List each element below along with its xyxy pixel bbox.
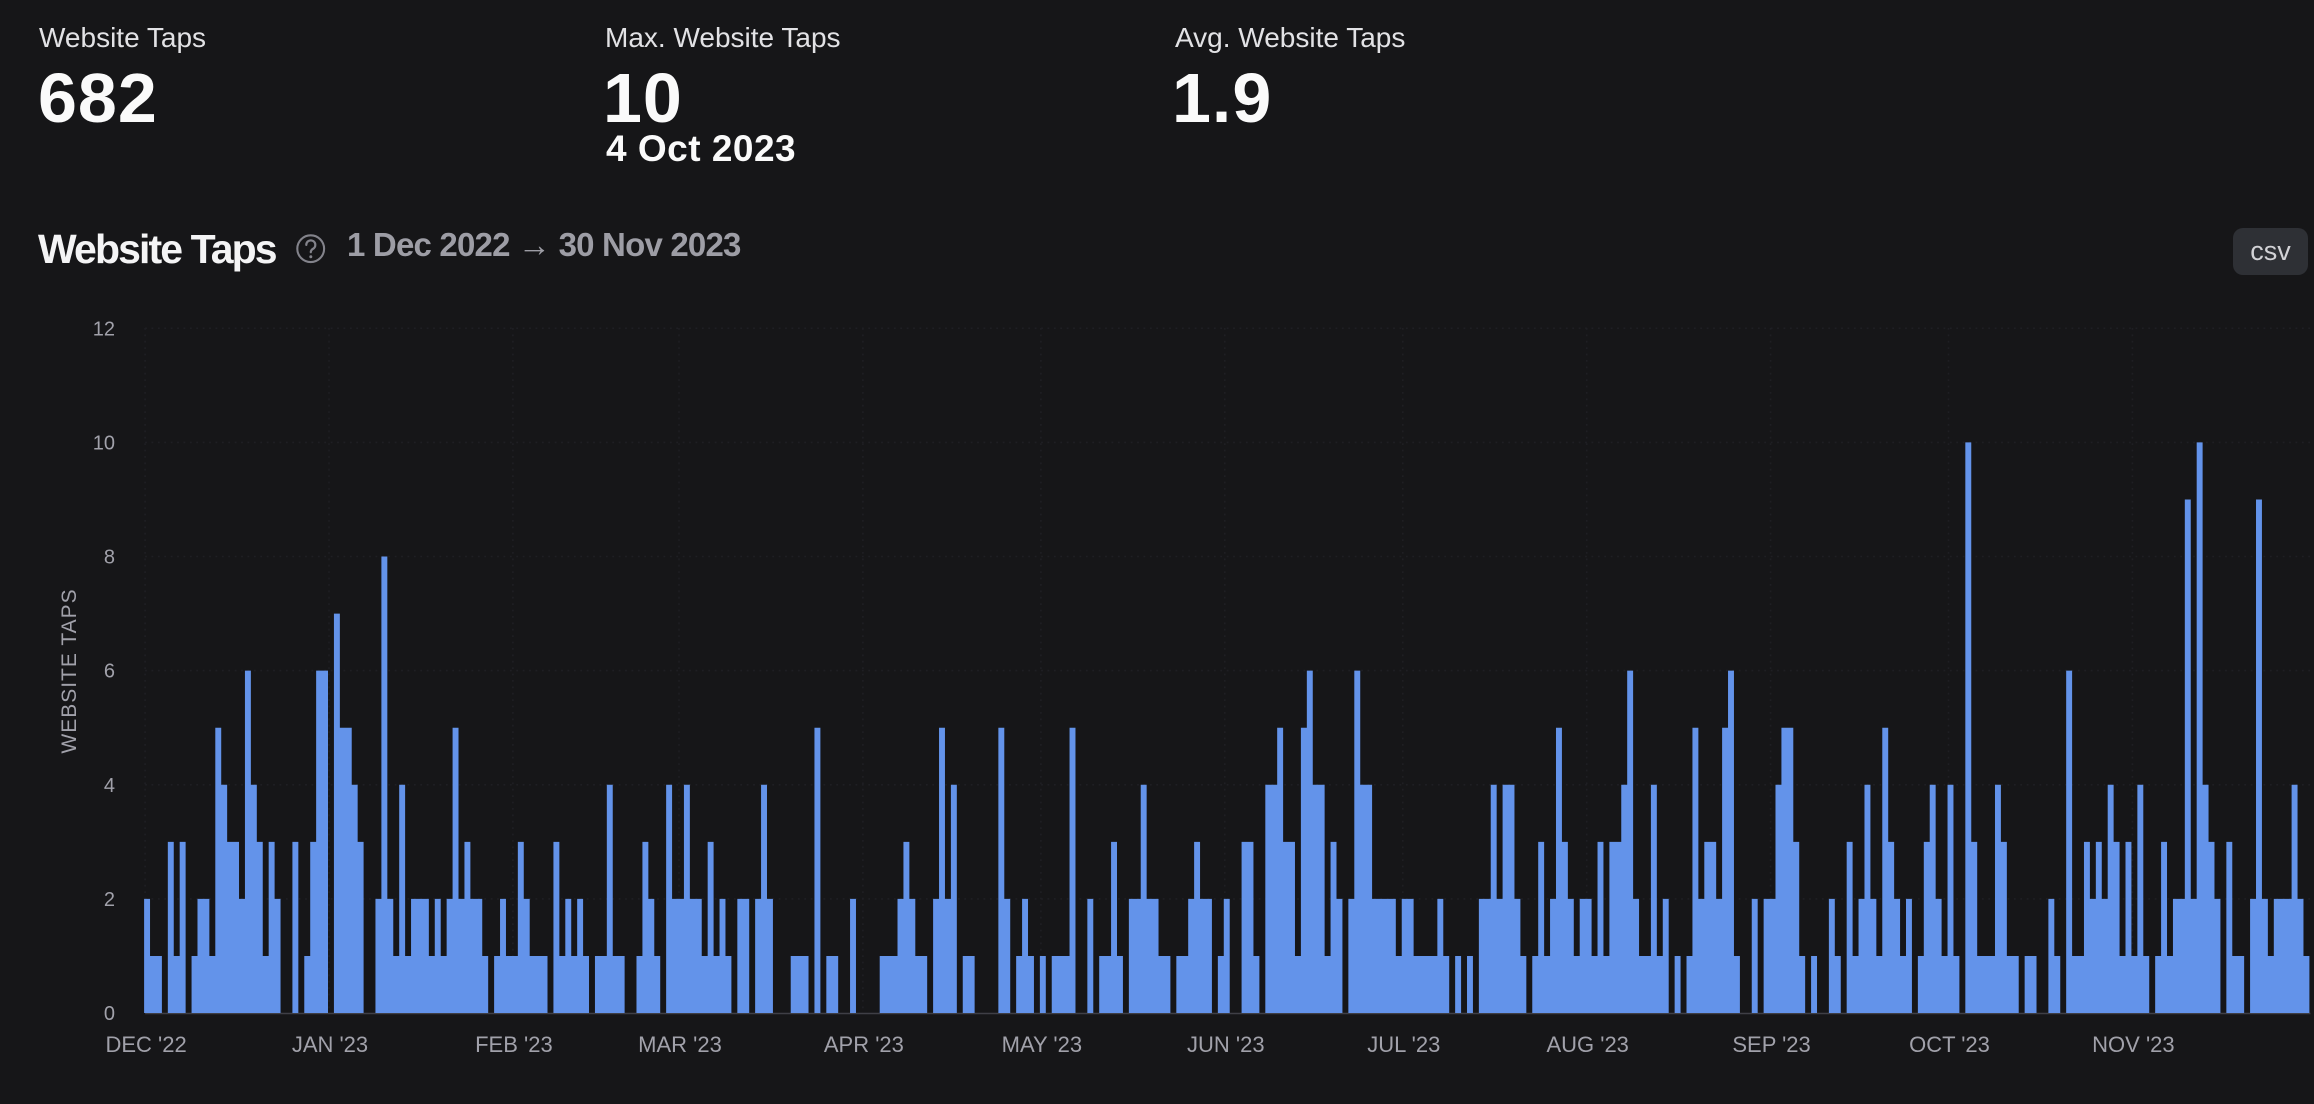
svg-text:MAR '23: MAR '23 xyxy=(638,1032,722,1057)
svg-text:FEB '23: FEB '23 xyxy=(475,1032,553,1057)
svg-text:APR '23: APR '23 xyxy=(824,1032,904,1057)
svg-text:4: 4 xyxy=(104,775,115,797)
svg-text:JUL '23: JUL '23 xyxy=(1367,1032,1440,1057)
svg-text:MAY '23: MAY '23 xyxy=(1002,1032,1082,1057)
svg-text:0: 0 xyxy=(104,1003,115,1025)
svg-text:JAN '23: JAN '23 xyxy=(292,1032,368,1057)
svg-text:OCT '23: OCT '23 xyxy=(1909,1032,1990,1057)
svg-text:DEC '22: DEC '22 xyxy=(105,1032,186,1057)
svg-text:10: 10 xyxy=(93,432,115,454)
svg-text:6: 6 xyxy=(104,661,115,683)
svg-text:SEP '23: SEP '23 xyxy=(1732,1032,1810,1057)
svg-text:JUN '23: JUN '23 xyxy=(1187,1032,1265,1057)
svg-text:WEBSITE TAPS: WEBSITE TAPS xyxy=(58,588,81,753)
svg-text:NOV '23: NOV '23 xyxy=(2092,1032,2174,1057)
svg-text:AUG '23: AUG '23 xyxy=(1546,1032,1628,1057)
svg-text:12: 12 xyxy=(93,318,115,340)
svg-text:8: 8 xyxy=(104,547,115,569)
svg-text:2: 2 xyxy=(104,889,115,911)
